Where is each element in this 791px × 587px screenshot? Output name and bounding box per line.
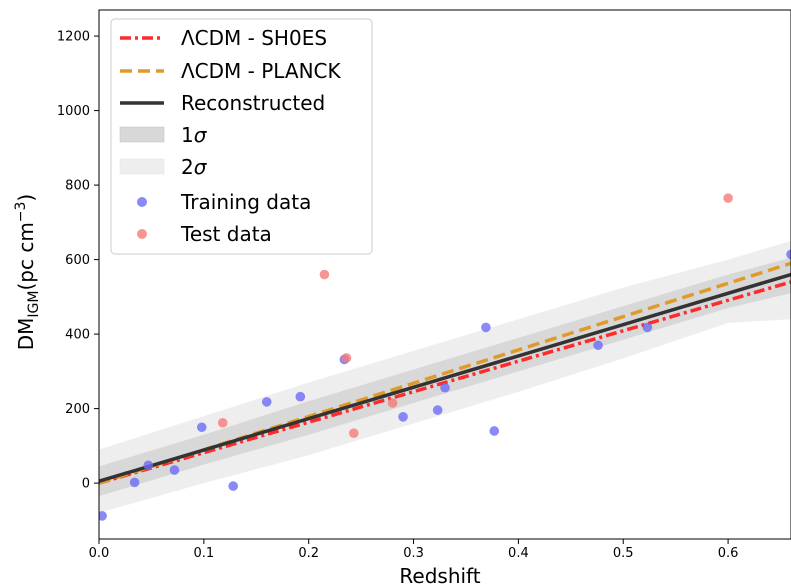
line-planck bbox=[99, 261, 791, 485]
x-tick-label: 0.6 bbox=[718, 546, 739, 561]
legend-label-planck: ΛCDM - PLANCK bbox=[181, 59, 342, 83]
point-training bbox=[398, 412, 408, 422]
point-test bbox=[387, 398, 398, 408]
y-axis: 0 200 400 600 800 1000 1200 bbox=[57, 30, 99, 492]
legend-swatch-test bbox=[137, 229, 147, 239]
plot-frame bbox=[98, 9, 791, 540]
legend: ΛCDM - SH0ES ΛCDM - PLANCK Reconstructed… bbox=[110, 18, 373, 255]
x-tick-label: 0.3 bbox=[403, 546, 424, 561]
legend-swatch-sigma2 bbox=[119, 158, 165, 175]
x-tick-label: 0.1 bbox=[194, 546, 215, 561]
x-axis: 0.0 0.1 0.2 0.3 0.4 0.5 0.6 bbox=[89, 539, 739, 561]
point-training bbox=[143, 460, 154, 471]
y-tick-label: 200 bbox=[65, 402, 90, 417]
legend-label-sh0es: ΛCDM - SH0ES bbox=[181, 26, 327, 50]
x-axis-label: Redshift bbox=[399, 564, 480, 587]
point-training bbox=[261, 397, 272, 407]
point-training bbox=[295, 391, 306, 402]
legend-label-test: Test data bbox=[180, 222, 272, 246]
legend-box bbox=[110, 18, 373, 255]
point-training bbox=[786, 249, 791, 260]
y-tick-label: 0 bbox=[82, 477, 90, 492]
point-test bbox=[348, 428, 359, 439]
y-tick-label: 1200 bbox=[57, 30, 90, 45]
legend-label-reconstructed: Reconstructed bbox=[181, 91, 325, 115]
point-training bbox=[432, 405, 443, 415]
x-tick-label: 0.2 bbox=[298, 546, 319, 561]
legend-label-sigma1: 1σ bbox=[181, 123, 208, 147]
legend-swatch-sigma1 bbox=[119, 126, 165, 143]
legend-label-training: Training data bbox=[180, 190, 311, 214]
y-tick-label: 1000 bbox=[57, 104, 90, 119]
line-reconstructed bbox=[99, 272, 791, 483]
plot-area bbox=[99, 193, 791, 521]
point-test bbox=[341, 353, 352, 363]
point-training bbox=[99, 511, 107, 521]
point-training bbox=[481, 322, 491, 333]
x-tick-label: 0.0 bbox=[89, 546, 110, 561]
point-training bbox=[489, 426, 500, 436]
legend-label-sigma2: 2σ bbox=[181, 155, 208, 179]
y-axis-label: DMIGM(pc cm−3) bbox=[13, 194, 42, 351]
y-tick-label: 600 bbox=[65, 253, 90, 268]
y-tick-label: 800 bbox=[65, 179, 90, 194]
x-tick-label: 0.4 bbox=[508, 546, 529, 561]
point-test bbox=[217, 417, 228, 428]
point-test bbox=[319, 269, 330, 280]
legend-swatch-training bbox=[137, 197, 147, 207]
point-training bbox=[593, 340, 603, 351]
point-training bbox=[129, 477, 140, 488]
point-training bbox=[196, 422, 207, 433]
point-training bbox=[228, 481, 239, 491]
y-tick-label: 400 bbox=[65, 328, 90, 343]
point-test bbox=[723, 193, 733, 203]
point-training bbox=[642, 322, 653, 333]
x-tick-label: 0.5 bbox=[613, 546, 634, 561]
point-training bbox=[169, 465, 180, 475]
point-training bbox=[440, 382, 450, 393]
line-sh0es bbox=[99, 280, 791, 485]
